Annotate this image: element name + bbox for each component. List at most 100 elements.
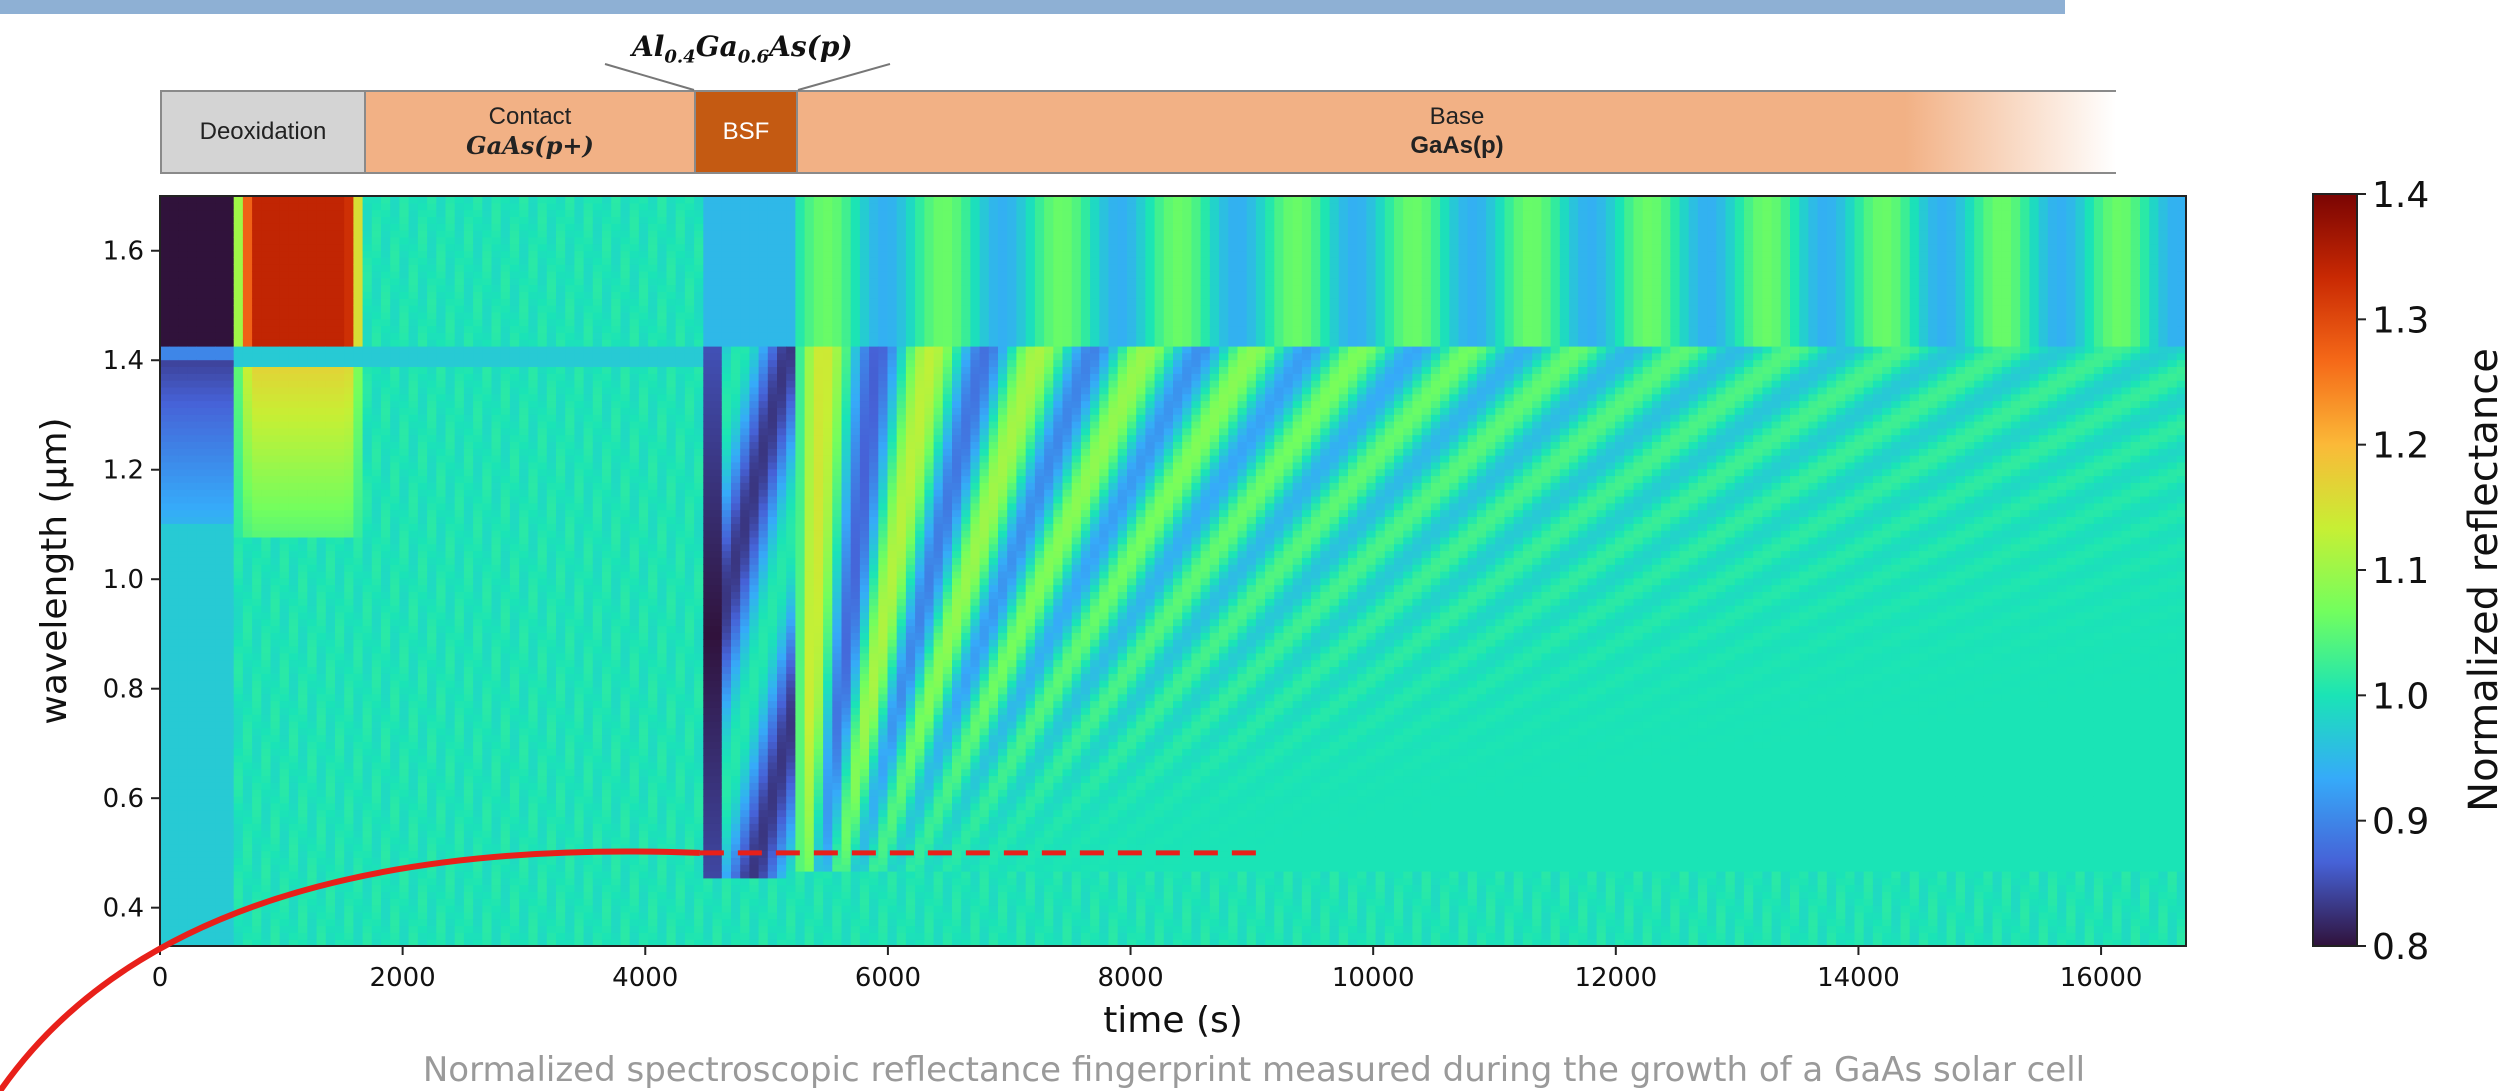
heatmap-cell bbox=[224, 298, 235, 306]
heatmap-cell bbox=[454, 250, 465, 258]
heatmap-cell bbox=[445, 536, 456, 545]
heatmap-cell bbox=[509, 639, 520, 647]
heatmap-cell bbox=[454, 236, 465, 245]
heatmap-cell bbox=[279, 516, 290, 524]
heatmap-cell bbox=[417, 264, 428, 272]
heatmap-cell bbox=[252, 789, 262, 797]
heatmap-cell bbox=[206, 523, 216, 531]
heatmap-cell bbox=[436, 898, 447, 906]
heatmap-cell bbox=[169, 557, 179, 565]
heatmap-cell bbox=[546, 352, 557, 361]
heatmap-cell bbox=[390, 427, 400, 436]
heatmap-cell bbox=[491, 202, 502, 211]
heatmap-cell bbox=[427, 209, 437, 217]
heatmap-cell bbox=[206, 448, 216, 456]
heatmap-cell bbox=[252, 496, 262, 504]
heatmap-cell bbox=[399, 673, 410, 681]
heatmap-cell bbox=[556, 243, 566, 252]
heatmap-cell bbox=[500, 352, 511, 361]
heatmap-cell bbox=[252, 857, 262, 865]
heatmap-cell bbox=[556, 823, 566, 831]
heatmap-cell bbox=[224, 714, 235, 722]
heatmap-cell bbox=[509, 400, 520, 408]
heatmap-cell bbox=[270, 782, 281, 790]
heatmap-cell bbox=[335, 359, 345, 367]
heatmap-cell bbox=[427, 911, 437, 920]
heatmap-cell bbox=[187, 366, 198, 374]
heatmap-cell bbox=[556, 577, 566, 586]
heatmap-cell bbox=[463, 782, 474, 790]
heatmap-cell bbox=[288, 918, 299, 927]
heatmap-cell bbox=[335, 230, 345, 238]
heatmap-cell bbox=[252, 209, 262, 217]
heatmap-cell bbox=[252, 584, 262, 592]
heatmap-cell bbox=[436, 727, 447, 736]
heatmap-cell bbox=[233, 318, 244, 327]
heatmap-cell bbox=[556, 768, 566, 777]
heatmap-cell bbox=[427, 332, 437, 340]
heatmap-cell bbox=[519, 646, 529, 654]
heatmap-cell bbox=[261, 243, 272, 252]
heatmap-cell bbox=[196, 871, 207, 879]
heatmap-cell bbox=[390, 686, 400, 695]
heatmap-cell bbox=[298, 441, 308, 449]
heatmap-cell bbox=[335, 414, 345, 422]
heatmap-cell bbox=[482, 305, 493, 313]
heatmap-cell bbox=[298, 346, 308, 354]
heatmap-cell bbox=[242, 352, 253, 361]
heatmap-cell bbox=[546, 482, 557, 490]
heatmap-cell bbox=[556, 434, 566, 442]
heatmap-cell bbox=[233, 741, 244, 749]
heatmap-cell bbox=[261, 223, 272, 231]
heatmap-cell bbox=[390, 407, 400, 415]
heatmap-cell bbox=[187, 939, 198, 947]
heatmap-cell bbox=[215, 925, 226, 933]
heatmap-cell bbox=[196, 271, 207, 279]
heatmap-cell bbox=[233, 516, 244, 524]
heatmap-cell bbox=[335, 646, 345, 654]
heatmap-cell bbox=[473, 864, 483, 872]
heatmap-cell bbox=[556, 611, 566, 620]
heatmap-cell bbox=[187, 257, 198, 265]
heatmap-cell bbox=[509, 584, 520, 592]
heatmap-cell bbox=[500, 775, 511, 783]
heatmap-cell bbox=[187, 448, 198, 456]
heatmap-cell bbox=[500, 359, 511, 367]
heatmap-cell bbox=[546, 571, 557, 579]
heatmap-cell bbox=[427, 741, 437, 749]
heatmap-cell bbox=[215, 284, 226, 292]
heatmap-cell bbox=[344, 836, 354, 845]
heatmap-cell bbox=[546, 271, 557, 279]
heatmap-cell bbox=[298, 871, 308, 879]
heatmap-cell bbox=[242, 857, 253, 865]
heatmap-cell bbox=[160, 693, 170, 702]
heatmap-cell bbox=[224, 311, 235, 320]
heatmap-cell bbox=[482, 434, 493, 442]
heatmap-cell bbox=[427, 611, 437, 620]
heatmap-cell bbox=[252, 755, 262, 763]
heatmap-cell bbox=[454, 277, 465, 286]
heatmap-cell bbox=[261, 666, 272, 674]
heatmap-cell bbox=[390, 496, 400, 504]
heatmap-cell bbox=[325, 748, 336, 756]
heatmap-cell bbox=[408, 216, 419, 224]
heatmap-cell bbox=[160, 543, 170, 552]
heatmap-cell bbox=[353, 380, 364, 388]
heatmap-cell bbox=[537, 557, 548, 565]
heatmap-cell bbox=[436, 911, 447, 920]
heatmap-cell bbox=[482, 646, 493, 654]
heatmap-cell bbox=[454, 305, 465, 313]
heatmap-cell bbox=[325, 864, 336, 872]
heatmap-cell bbox=[417, 543, 428, 552]
heatmap-cell bbox=[307, 243, 318, 252]
heatmap-cell bbox=[565, 714, 575, 722]
heatmap-cell bbox=[445, 236, 456, 245]
heatmap-cell bbox=[390, 659, 400, 667]
heatmap-cell bbox=[519, 748, 529, 756]
heatmap-cell bbox=[556, 625, 566, 633]
heatmap-cell bbox=[169, 666, 179, 674]
heatmap-cell bbox=[445, 918, 456, 927]
heatmap-cell bbox=[556, 236, 566, 245]
heatmap-cell bbox=[528, 468, 539, 477]
heatmap-cell bbox=[261, 427, 272, 436]
